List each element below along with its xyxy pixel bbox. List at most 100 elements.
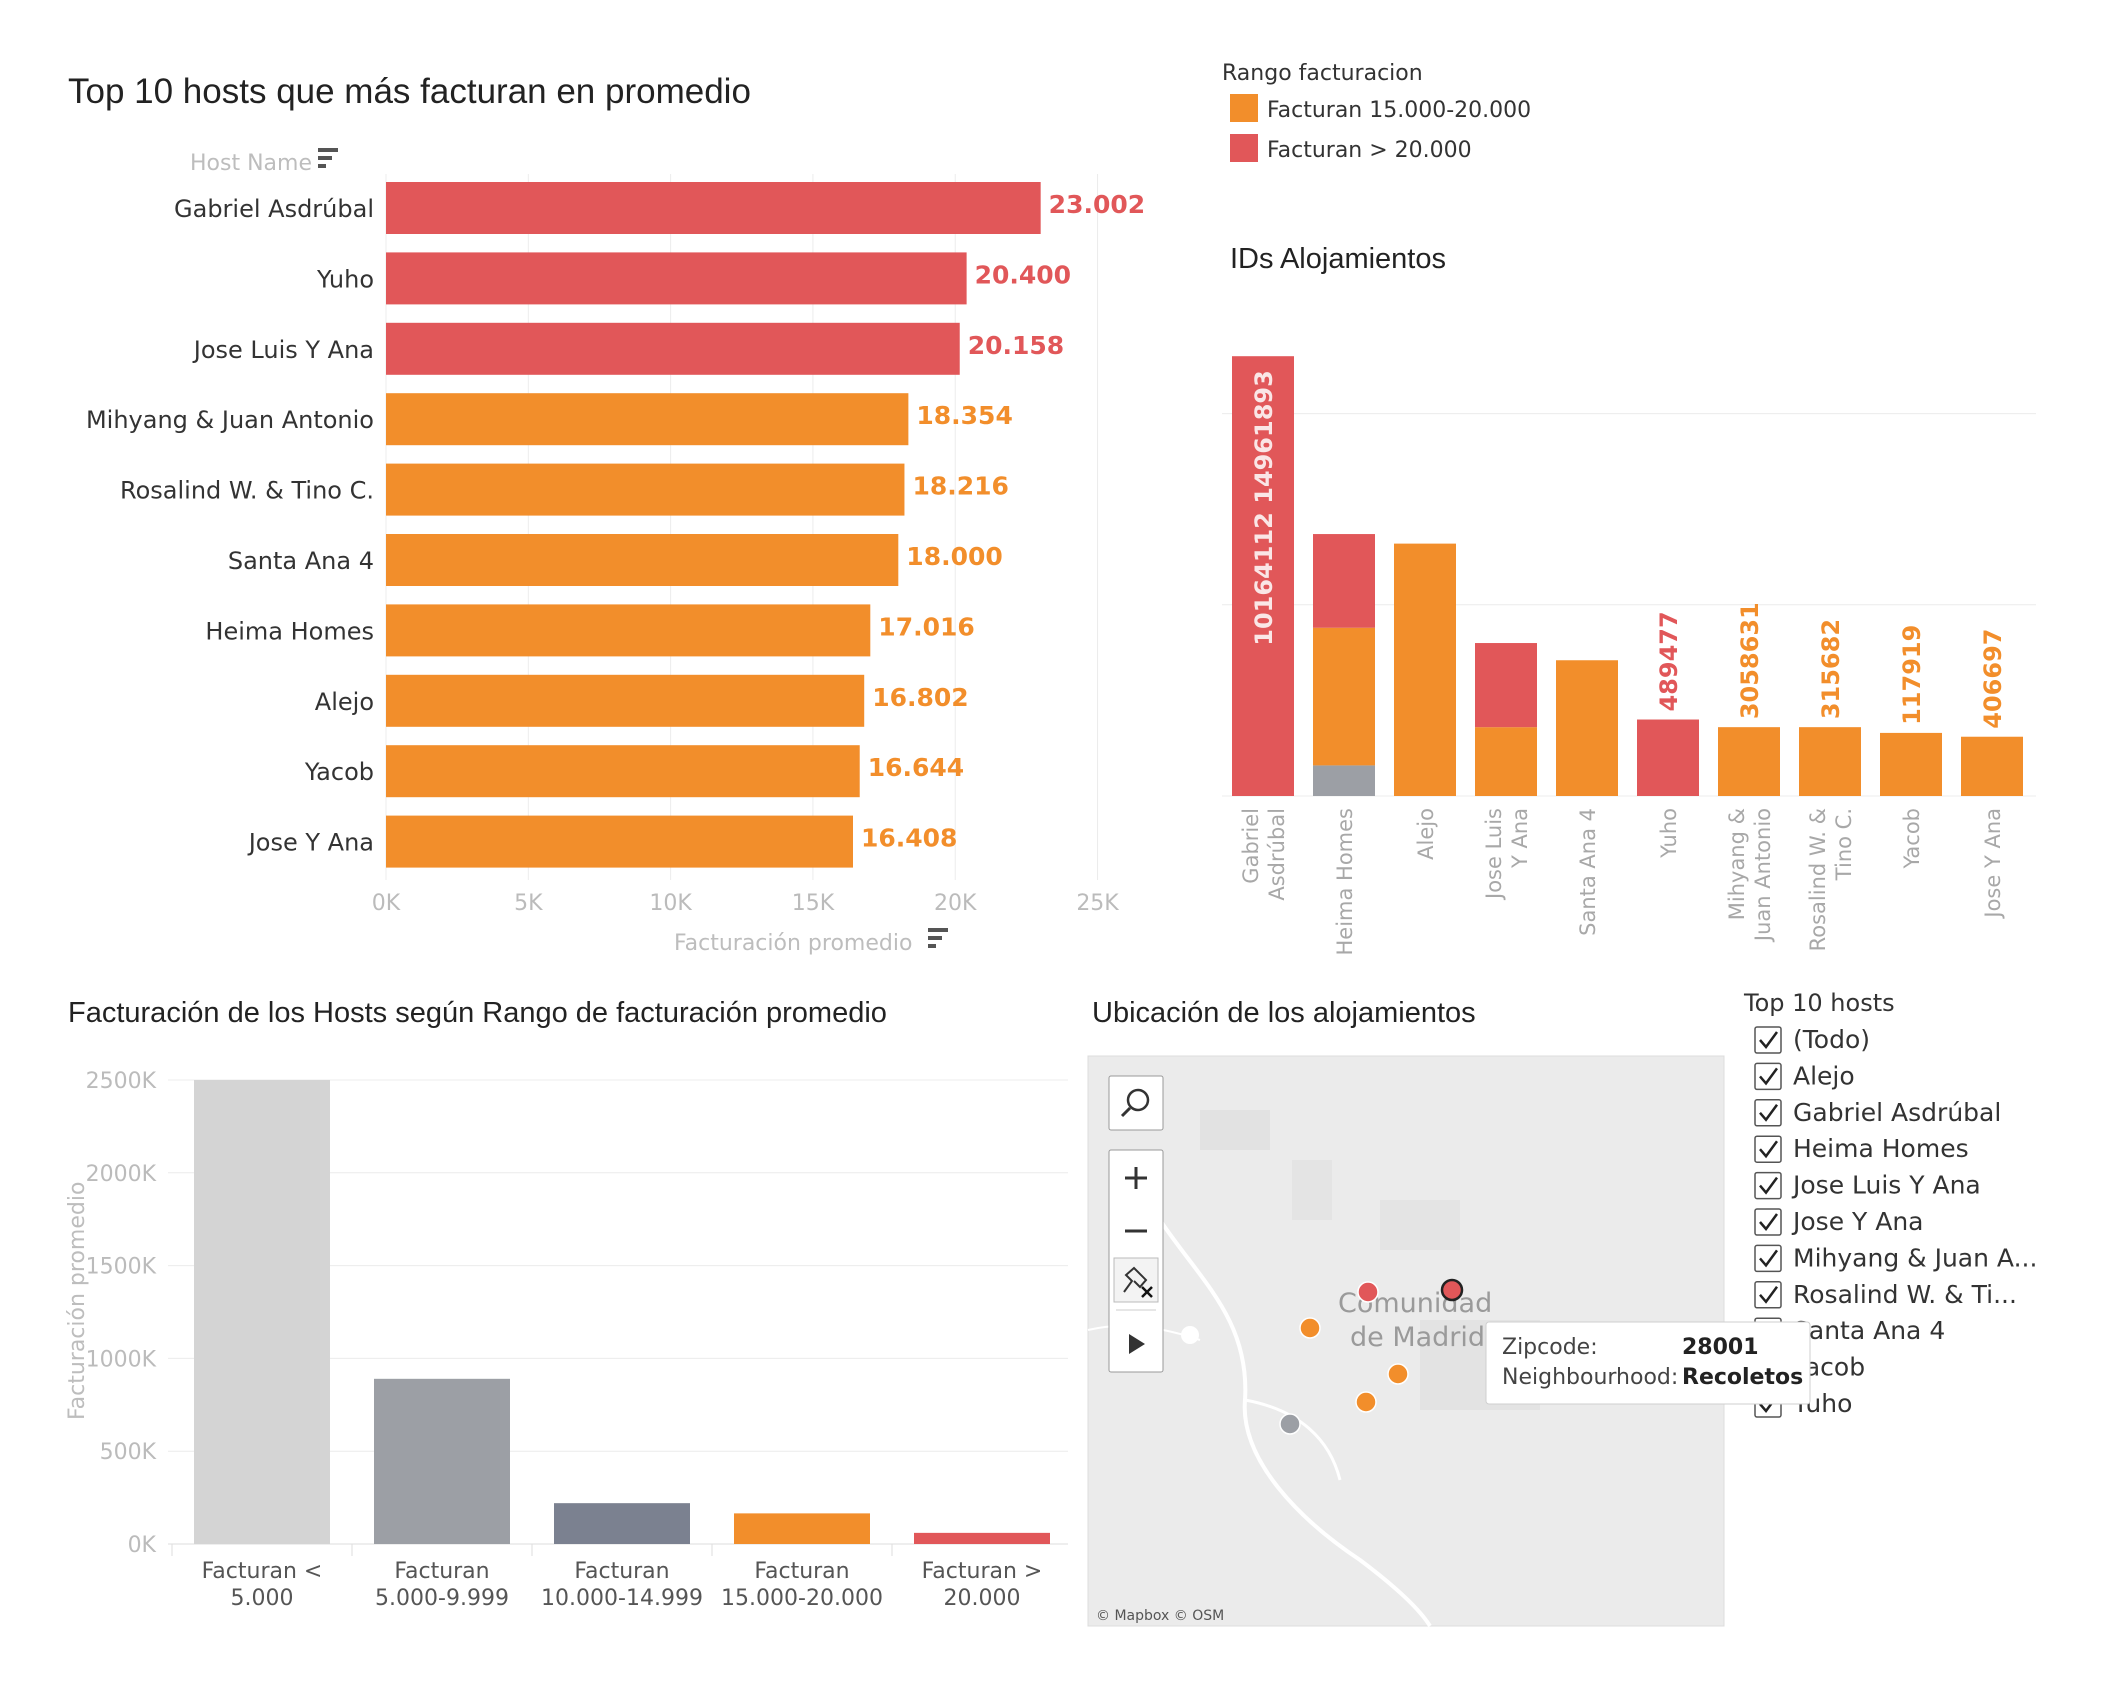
map-point[interactable] (1440, 1278, 1464, 1302)
filter-checkbox[interactable] (1754, 1281, 1782, 1309)
host-bar[interactable] (386, 463, 905, 516)
range-category-label: 20.000 (944, 1586, 1021, 1611)
host-category-label: Alejo (315, 688, 374, 716)
zoom-in-button[interactable] (1109, 1150, 1163, 1204)
range-bar[interactable] (734, 1513, 870, 1544)
host-category-label: Jose Y Ana (247, 829, 374, 857)
legend-label: Facturan > 20.000 (1267, 138, 1472, 163)
host-category-label: Rosalind W. & Tino C. (120, 477, 374, 505)
ids-bar-segment[interactable] (1313, 534, 1375, 628)
host-bar[interactable] (386, 252, 967, 305)
host-bar[interactable] (386, 534, 899, 586)
ids-bar-segment[interactable] (1718, 727, 1780, 796)
host-sort-icon[interactable] (318, 148, 338, 168)
ids-bar-segment[interactable] (1556, 660, 1618, 796)
host-bar[interactable] (386, 815, 853, 868)
range-bar[interactable] (194, 1080, 330, 1544)
filter-item-label: Gabriel Asdrúbal (1793, 1098, 2001, 1127)
ids-bar-segment[interactable] (1475, 727, 1537, 796)
ids-bar-label: 10164112 14961893 (1250, 370, 1278, 646)
x-tick-label: 5K (514, 891, 543, 916)
map-search-button[interactable] (1108, 1075, 1164, 1131)
filter-checkbox[interactable] (1754, 1208, 1782, 1236)
zoom-out-button[interactable] (1109, 1204, 1163, 1254)
map-point[interactable] (1299, 1317, 1321, 1339)
filter-item-label: Jose Y Ana (1791, 1207, 1924, 1236)
map-point[interactable] (1387, 1363, 1409, 1385)
ids-chart: IDs Alojamientos 10164112 14961893 489477… (1222, 243, 2036, 956)
filter-item[interactable]: (Todo) (1754, 1025, 1870, 1054)
host-value-label: 23.002 (1049, 190, 1145, 219)
ids-bar-segment[interactable] (1880, 732, 1942, 796)
range-y-tick-label: 1000K (86, 1347, 157, 1372)
ids-bar-segment[interactable] (1394, 543, 1456, 796)
filter-item-label: Santa Ana 4 (1793, 1316, 1945, 1345)
filter-item[interactable]: Heima Homes (1754, 1134, 1969, 1163)
check-icon (1759, 1176, 1779, 1195)
ids-category-label: Gabriel (1239, 808, 1263, 884)
ids-bar-segment[interactable] (1961, 736, 2023, 796)
filter-item-label: Jose Luis Y Ana (1791, 1171, 1981, 1200)
host-bar[interactable] (386, 745, 860, 798)
filter-item-label: Alejo (1793, 1061, 1855, 1090)
ids-category-label: Juan Antonio (1751, 808, 1775, 943)
host-category-label: Santa Ana 4 (228, 547, 374, 575)
ids-category-label: Jose Y Ana (1981, 808, 2005, 920)
x-tick-label: 0K (372, 891, 401, 916)
ids-bar-segment[interactable] (1799, 727, 1861, 796)
filter-checkbox[interactable] (1754, 1244, 1782, 1273)
filter-item[interactable]: Jose Luis Y Ana (1754, 1171, 1981, 1200)
ids-bar-segment[interactable] (1232, 356, 1294, 796)
map-point[interactable] (1357, 1281, 1379, 1303)
measure-sort-icon[interactable] (928, 928, 948, 948)
map-city-line2: de Madrid (1350, 1322, 1485, 1353)
range-category-label: Facturan (574, 1559, 669, 1584)
ids-bar-segment[interactable] (1637, 719, 1699, 796)
check-icon (1759, 1104, 1779, 1122)
map-point[interactable] (1279, 1413, 1301, 1435)
filter-item[interactable]: Rosalind W. & Ti... (1754, 1280, 2017, 1309)
check-icon (1759, 1140, 1779, 1159)
filter-checkbox[interactable] (1754, 1171, 1782, 1200)
filter-checkbox[interactable] (1754, 1135, 1782, 1163)
host-value-label: 20.158 (968, 331, 1064, 360)
host-category-label: Yuho (316, 265, 374, 293)
ids-title: IDs Alojamientos (1230, 243, 1446, 275)
top-hosts-chart: Top 10 hosts que más facturan en promedi… (68, 72, 1145, 956)
ids-category-label: Yacob (1900, 808, 1924, 870)
host-bar[interactable] (386, 393, 909, 446)
range-bar[interactable] (914, 1532, 1050, 1544)
host-value-label: 18.216 (912, 472, 1008, 501)
ids-category-label: Jose Luis (1482, 808, 1506, 901)
filter-checkbox[interactable] (1754, 1099, 1782, 1127)
x-tick-label: 10K (649, 891, 692, 916)
ids-bar-segment[interactable] (1313, 765, 1375, 796)
range-bar[interactable] (374, 1378, 510, 1544)
filter-checkbox[interactable] (1754, 1026, 1782, 1054)
ids-bar-segment[interactable] (1475, 643, 1537, 728)
legend-item-gt20[interactable]: Facturan > 20.000 (1230, 134, 1472, 163)
check-icon (1759, 1213, 1779, 1232)
legend-item-15-20[interactable]: Facturan 15.000-20.000 (1230, 94, 1531, 123)
filter-item[interactable]: Jose Y Ana (1754, 1207, 1924, 1236)
filter-item[interactable]: Alejo (1754, 1061, 1855, 1091)
host-value-label: 16.802 (872, 683, 968, 712)
host-bar[interactable] (386, 674, 865, 727)
filter-checkbox[interactable] (1754, 1062, 1782, 1091)
range-category-label: 5.000 (231, 1586, 294, 1611)
host-bar[interactable] (386, 322, 960, 375)
filter-item[interactable]: Gabriel Asdrúbal (1754, 1098, 2001, 1127)
host-bar[interactable] (386, 604, 871, 657)
map-play-button[interactable] (1109, 1318, 1163, 1372)
pin-clear-button[interactable] (1113, 1257, 1159, 1303)
filter-item-label: (Todo) (1793, 1025, 1870, 1054)
map-point[interactable] (1355, 1391, 1377, 1413)
host-value-label: 17.016 (878, 612, 974, 641)
map-attribution: © Mapbox © OSM (1096, 1608, 1224, 1624)
range-y-tick-label: 500K (100, 1440, 157, 1465)
host-bar[interactable] (386, 182, 1041, 234)
ids-bar-segment[interactable] (1313, 627, 1375, 766)
filter-item[interactable]: Mihyang & Juan A... (1754, 1243, 2037, 1273)
filter-item-label: Mihyang & Juan A... (1793, 1243, 2037, 1272)
range-bar[interactable] (554, 1503, 690, 1544)
